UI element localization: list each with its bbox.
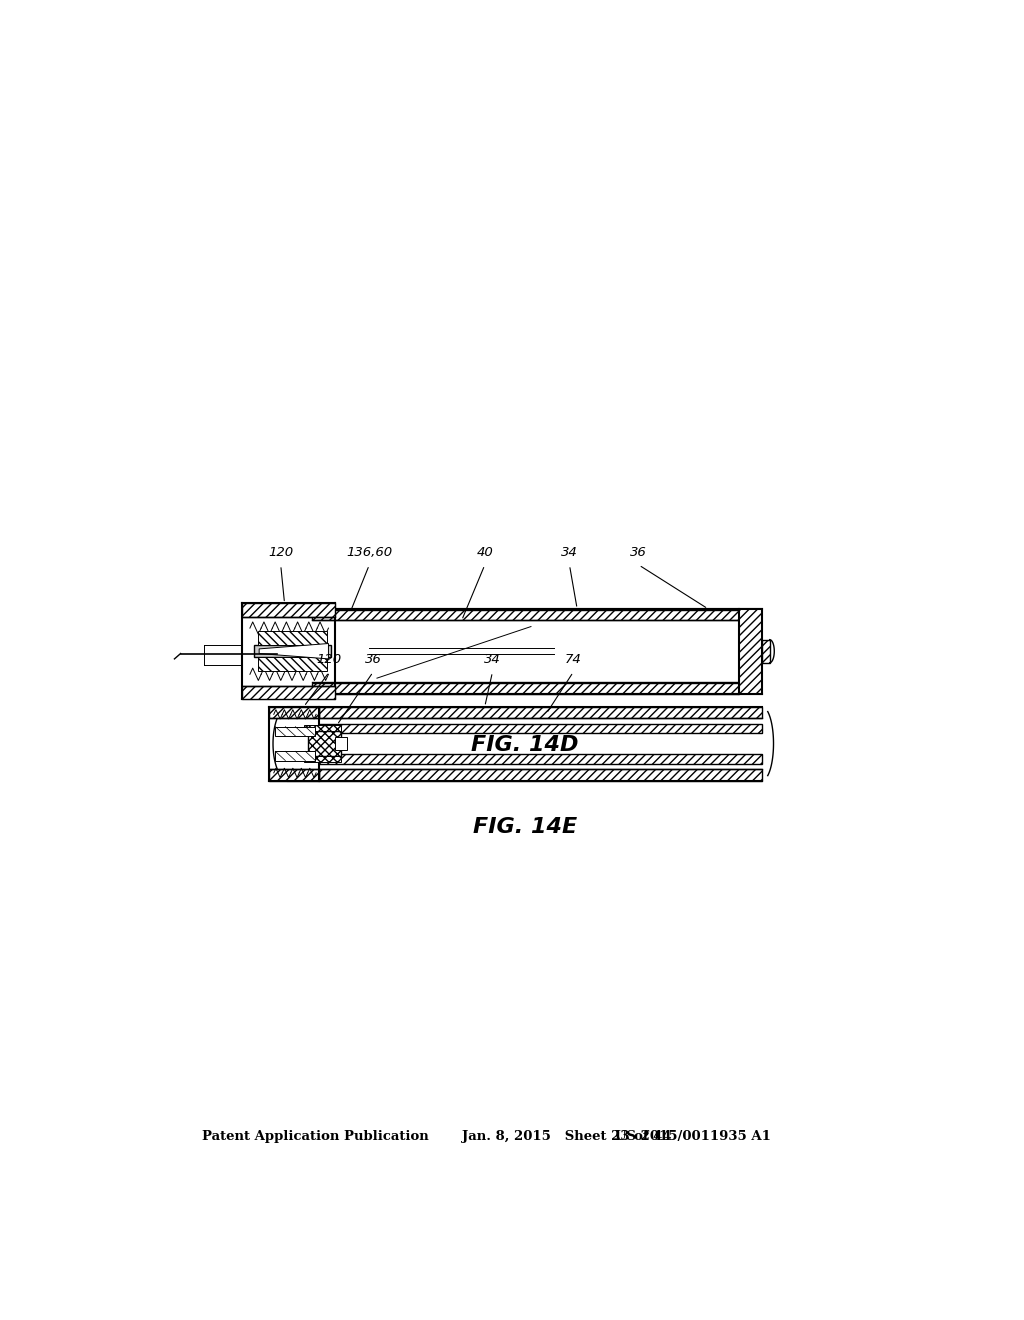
Bar [762, 640, 770, 663]
Bar [311, 610, 739, 620]
Bar [319, 706, 762, 718]
Bar [739, 609, 762, 693]
Bar [275, 726, 315, 737]
Bar [739, 609, 762, 693]
Bar [319, 723, 762, 733]
Bar [258, 631, 327, 645]
Text: 34: 34 [561, 545, 578, 558]
Bar [258, 657, 327, 671]
Text: Patent Application Publication: Patent Application Publication [202, 1130, 428, 1143]
Bar [243, 603, 335, 616]
Bar [269, 770, 319, 780]
Bar [269, 706, 319, 718]
Bar [311, 682, 739, 693]
Text: 36: 36 [631, 545, 647, 558]
Text: 120: 120 [316, 653, 342, 665]
Bar [243, 603, 335, 616]
Text: 34: 34 [484, 653, 501, 665]
Bar [258, 657, 327, 671]
Bar [319, 770, 762, 780]
Text: Jan. 8, 2015   Sheet 23 of 44: Jan. 8, 2015 Sheet 23 of 44 [462, 1130, 672, 1143]
Bar [307, 731, 341, 756]
Polygon shape [259, 644, 329, 659]
Text: FIG. 14E: FIG. 14E [473, 817, 577, 837]
Bar [243, 686, 335, 700]
Bar [319, 755, 762, 763]
Bar [275, 751, 315, 760]
Text: 120: 120 [268, 545, 293, 558]
Text: 36: 36 [365, 653, 382, 665]
Bar [311, 682, 739, 693]
Text: 74: 74 [565, 653, 582, 665]
Bar [258, 631, 327, 645]
Bar [311, 610, 739, 620]
Text: FIG. 14D: FIG. 14D [471, 735, 579, 755]
Bar [269, 706, 319, 718]
Bar [319, 706, 762, 718]
Bar [304, 756, 341, 762]
Bar [311, 620, 739, 682]
Bar [319, 755, 762, 763]
Bar [243, 686, 335, 700]
Bar [304, 756, 341, 762]
Bar [335, 738, 347, 750]
Bar [304, 725, 341, 731]
Text: US 2015/0011935 A1: US 2015/0011935 A1 [615, 1130, 771, 1143]
Bar [269, 770, 319, 780]
Bar [319, 733, 762, 755]
Text: 40: 40 [476, 545, 494, 558]
Bar [254, 645, 331, 657]
Text: 136,60: 136,60 [346, 545, 392, 558]
Bar [304, 725, 341, 731]
Bar [319, 723, 762, 733]
Bar [319, 770, 762, 780]
Bar [762, 640, 770, 663]
Bar [307, 731, 341, 756]
